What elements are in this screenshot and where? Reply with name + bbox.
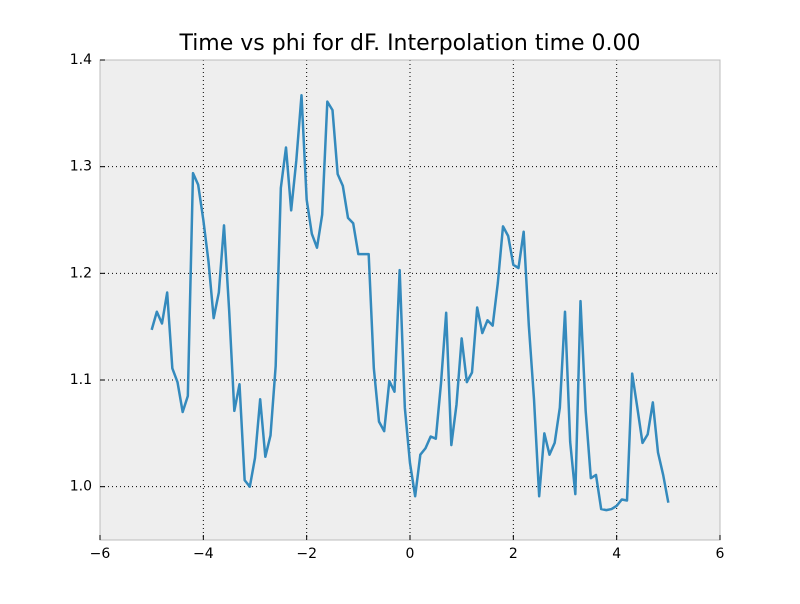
y-tick-label: 1.3 [70,159,92,175]
x-tick-label: −4 [193,546,214,562]
x-tick-label: −6 [90,546,111,562]
y-tick-label: 1.1 [70,372,92,388]
y-tick-label: 1.4 [70,52,92,68]
y-tick-label: 1.2 [70,265,92,281]
x-tick-label: −2 [296,546,317,562]
x-tick-label: 0 [406,546,415,562]
y-tick-label: 1.0 [70,479,92,495]
x-tick-label: 6 [716,546,725,562]
chart-title: Time vs phi for dF. Interpolation time 0… [178,31,640,56]
x-tick-label: 2 [509,546,518,562]
data-line [150,93,670,512]
x-tick-label: 4 [612,546,621,562]
